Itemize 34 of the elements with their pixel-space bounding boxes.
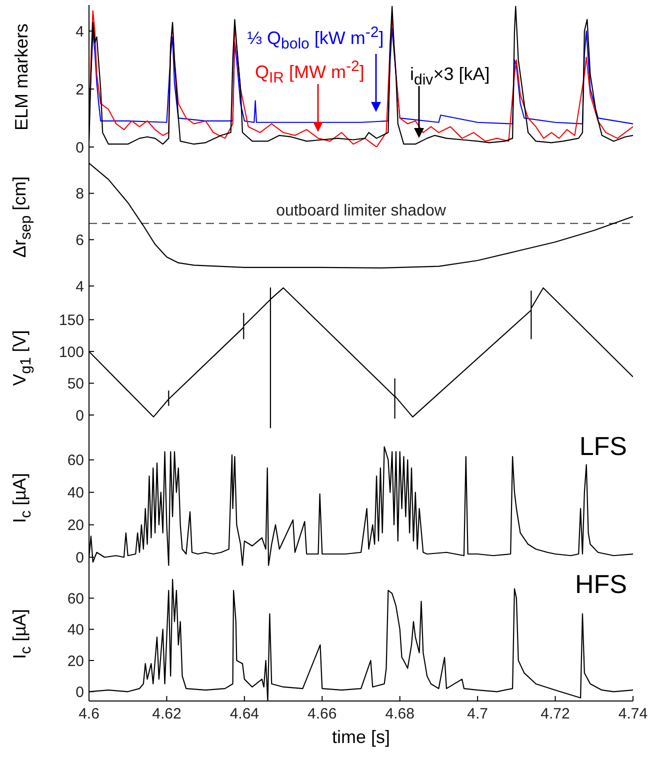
y-tick-label: 150 [58,312,84,330]
y-tick-label: 40 [67,484,84,502]
y-tick-label: 2 [76,81,84,98]
y-tick-label: 0 [76,684,84,701]
x-axis-title: time [s] [332,727,390,747]
x-tick-label: 4.72 [540,706,570,723]
x-tick-label: 4.74 [618,706,648,723]
x-tick-label: 4.7 [467,706,488,723]
y-tick-label: 50 [67,376,84,393]
x-tick-label: 4.6 [78,706,100,723]
x-tick-label: 4.68 [385,706,414,723]
series-label: ⅓ Q$_{bolo}$ [kW m$^{-2}$] [247,24,384,53]
y-tick-label: 20 [67,652,84,670]
y-tick-label: 0 [76,407,84,424]
ref-line-label: outboard limiter shadow [276,202,446,220]
y-axis-title: ELM markers [12,22,32,130]
y-tick-label: 6 [76,232,84,249]
y-tick-label: 100 [58,344,84,361]
series-label: Q$_{IR}$ [MW m$^{-2}$] [255,58,364,87]
y-tick-label: 40 [67,622,84,639]
y-tick-label: 20 [67,517,84,534]
annotation: LFS [579,431,627,462]
x-tick-label: 4.62 [152,706,182,723]
x-tick-label: 4.66 [308,706,337,723]
y-tick-label: 0 [76,550,84,567]
y-tick-label: 8 [76,186,84,203]
x-tick-label: 4.64 [230,706,260,723]
y-tick-label: 4 [76,278,84,296]
y-tick-label: 60 [67,590,84,608]
y-tick-label: 0 [76,139,84,156]
series-label: i$_{div}$×3 [kA] [410,64,490,89]
y-tick-label: 60 [67,452,84,470]
y-tick-label: 4 [76,23,84,40]
annotation: HFS [575,569,627,600]
